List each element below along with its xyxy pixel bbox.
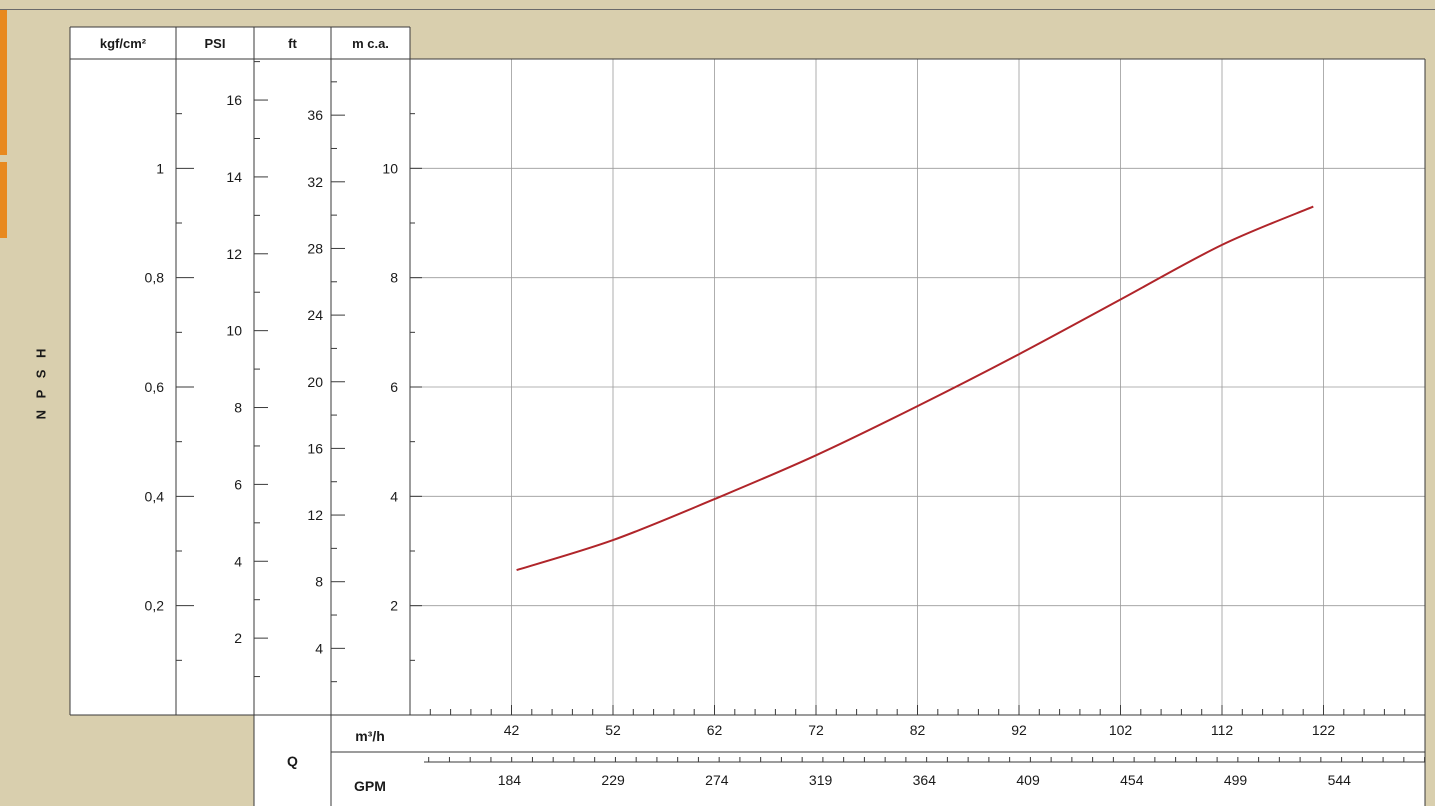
psi-tick-label: 12 bbox=[226, 246, 242, 262]
gpm-tick-label: 409 bbox=[1016, 772, 1040, 788]
kgf-tick-label: 0,8 bbox=[145, 270, 165, 286]
gpm-tick-label: 229 bbox=[601, 772, 625, 788]
header-kgf: kgf/cm² bbox=[100, 36, 147, 51]
m3h-tick-label: 122 bbox=[1312, 722, 1336, 738]
m3h-tick-label: 112 bbox=[1211, 722, 1234, 738]
kgf-tick-label: 1 bbox=[156, 160, 164, 176]
m3h-tick-label: 102 bbox=[1109, 722, 1133, 738]
m3h-tick-label: 72 bbox=[808, 722, 824, 738]
m3h-tick-label: 62 bbox=[707, 722, 723, 738]
mca-tick-label: 8 bbox=[390, 270, 398, 286]
kgf-tick-label: 0,2 bbox=[145, 598, 165, 614]
mca-tick-label: 4 bbox=[390, 488, 398, 504]
psi-tick-label: 4 bbox=[234, 553, 242, 569]
ft-tick-label: 4 bbox=[315, 640, 323, 656]
gpm-tick-label: 274 bbox=[705, 772, 729, 788]
gpm-tick-label: 364 bbox=[913, 772, 937, 788]
mca-tick-label: 10 bbox=[382, 160, 398, 176]
mca-tick-label: 6 bbox=[390, 379, 398, 395]
ft-tick-label: 12 bbox=[307, 507, 323, 523]
psi-tick-label: 2 bbox=[234, 630, 242, 646]
psi-tick-label: 14 bbox=[226, 169, 242, 185]
header-ft: ft bbox=[288, 36, 297, 51]
m3h-tick-label: 52 bbox=[605, 722, 621, 738]
scale-table-bg bbox=[70, 27, 410, 715]
header-q: Q bbox=[287, 753, 298, 769]
ft-tick-label: 32 bbox=[307, 174, 323, 190]
npsh-curve bbox=[516, 205, 1314, 572]
ft-tick-label: 28 bbox=[307, 240, 323, 256]
ft-tick-label: 8 bbox=[315, 574, 323, 590]
gpm-tick-label: 454 bbox=[1120, 772, 1144, 788]
ft-tick-label: 36 bbox=[307, 107, 323, 123]
gpm-tick-label: 184 bbox=[498, 772, 522, 788]
psi-tick-label: 6 bbox=[234, 476, 242, 492]
psi-tick-label: 8 bbox=[234, 400, 242, 416]
header-gpm: GPM bbox=[354, 778, 386, 794]
psi-tick-label: 10 bbox=[226, 323, 242, 339]
ft-tick-label: 16 bbox=[307, 440, 323, 456]
orange-tab-lower bbox=[0, 162, 7, 238]
header-m3h: m³/h bbox=[355, 728, 385, 744]
kgf-tick-label: 0,4 bbox=[145, 488, 165, 504]
ft-tick-label: 24 bbox=[307, 307, 323, 323]
top-rule bbox=[0, 9, 1435, 10]
gpm-tick-label: 499 bbox=[1224, 772, 1248, 788]
kgf-tick-label: 0,6 bbox=[145, 379, 165, 395]
m3h-tick-label: 82 bbox=[910, 722, 926, 738]
mca-tick-label: 2 bbox=[390, 598, 398, 614]
gpm-tick-label: 319 bbox=[809, 772, 833, 788]
ft-tick-label: 20 bbox=[307, 374, 323, 390]
flow-scale-bg bbox=[254, 715, 1425, 806]
orange-tab-upper bbox=[0, 10, 7, 155]
gpm-tick-label: 544 bbox=[1328, 772, 1352, 788]
header-mca: m c.a. bbox=[352, 36, 389, 51]
m3h-tick-label: 92 bbox=[1011, 722, 1027, 738]
header-psi: PSI bbox=[205, 36, 226, 51]
psi-tick-label: 16 bbox=[226, 92, 242, 108]
m3h-tick-label: 42 bbox=[504, 722, 520, 738]
